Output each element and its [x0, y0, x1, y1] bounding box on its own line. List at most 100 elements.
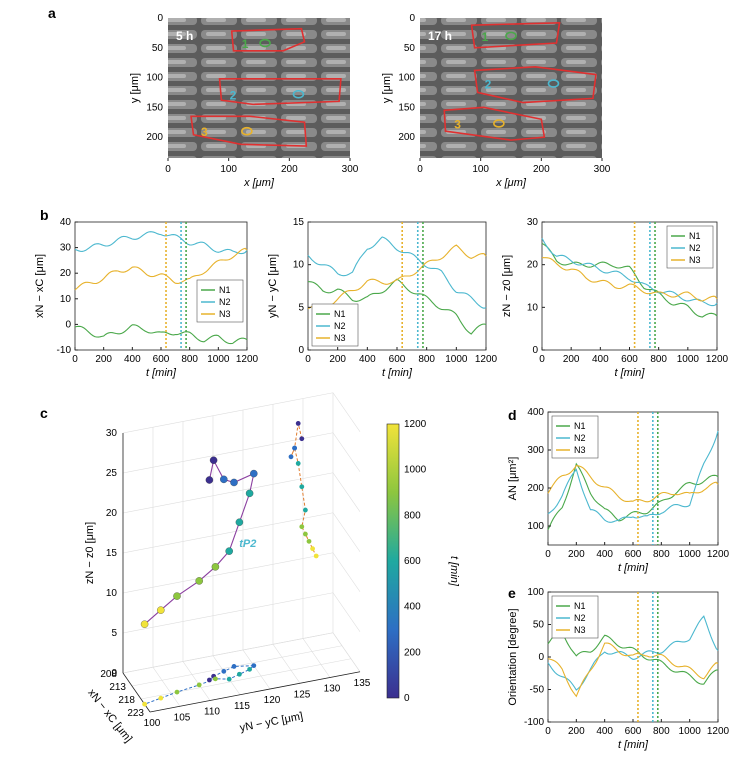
cell-outline [230, 27, 306, 52]
x-tick-label: 800 [653, 549, 670, 560]
x-axis-label: t [min] [382, 367, 413, 379]
x-axis-label: t [min] [618, 739, 649, 751]
colorbar-tick-label: 200 [404, 647, 421, 658]
y-tick-label: 130 [324, 684, 341, 695]
x-tick-label: 1000 [445, 354, 468, 365]
trajectory-point [245, 489, 254, 498]
y-tick-label: 0 [157, 13, 163, 24]
y-axis-label: zN − z0 [μm] [501, 255, 513, 317]
y-tick-label: 115 [234, 701, 250, 712]
floor-point [142, 701, 148, 707]
series-line-n2 [74, 231, 248, 255]
x-tick-label: 0 [165, 164, 171, 175]
x-tick-label: 800 [418, 354, 435, 365]
cell-outline [473, 66, 597, 104]
y-tick-label: -50 [530, 685, 545, 696]
panel-label-b: b [40, 207, 49, 223]
colorbar-tick-label: 0 [404, 693, 410, 704]
y-tick-label: 105 [174, 712, 191, 723]
y-axis-label: AN [μm²] [507, 457, 519, 501]
y-tick-label: 120 [264, 695, 281, 706]
wall-point [295, 461, 301, 466]
wall-gridline [332, 592, 361, 632]
x-tick-label: 600 [153, 354, 170, 365]
x-tick-label: 100 [472, 164, 489, 175]
trajectory-point [235, 518, 244, 527]
x-tick-label: 1200 [707, 549, 730, 560]
chart-area: 0 200 400 600 800 1000 1200 100 200 300 400 t [min]… [507, 407, 730, 574]
x-tick-label: 600 [625, 726, 642, 737]
x-tick-label: 400 [359, 354, 376, 365]
y-tick-label: 40 [60, 217, 72, 228]
x-axis-label: t [min] [618, 562, 649, 574]
wall-gridline [122, 472, 334, 514]
x-axis-label: x [μm] [243, 177, 275, 189]
legend-box [196, 279, 244, 323]
trajectory-point [140, 620, 149, 628]
x-tick-label: 400 [592, 354, 609, 365]
z-tick-label: 0 [111, 668, 117, 679]
y-tick-label: 100 [527, 521, 544, 532]
series-line-n1 [74, 324, 248, 345]
x-tick-label: 223 [127, 708, 144, 719]
wall-gridline [122, 592, 334, 634]
y-axis-label: Orientation [degree] [507, 608, 519, 705]
panel-label-a: a [48, 5, 56, 21]
micrograph-image [168, 18, 350, 158]
floor-point [251, 663, 257, 668]
z-tick-label: 20 [106, 508, 118, 519]
series-line-n2 [307, 236, 487, 309]
y-tick-label: 0 [538, 652, 544, 663]
legend-label: N1 [689, 231, 701, 241]
x-tick-label: 200 [568, 726, 585, 737]
y-tick-label: 135 [354, 678, 371, 689]
x-tick-label: 200 [95, 354, 112, 365]
legend-label: N2 [574, 613, 586, 623]
x-tick-label: 0 [72, 354, 78, 365]
y-tick-label: -100 [524, 717, 544, 728]
y-tick-label: 5 [298, 302, 304, 313]
z-tick-label: 15 [106, 548, 118, 559]
floor-point [247, 666, 253, 672]
series-line-n3 [547, 642, 719, 698]
legend-box [666, 225, 714, 269]
x-tick-label: 1200 [707, 726, 730, 737]
floor-gridline [242, 649, 271, 690]
y-tick-label: 0 [65, 319, 71, 330]
colorbar-tick-label: 400 [404, 602, 421, 613]
y-tick-label: 200 [146, 132, 163, 143]
floor-gridline [272, 644, 301, 684]
legend-label: N2 [689, 243, 701, 253]
floor-point [207, 677, 212, 683]
y-tick-label: 0 [409, 13, 415, 24]
legend-label: N3 [334, 333, 346, 343]
chart-3d-trajectory: 2082132182231001051101151201251301350510… [84, 392, 460, 745]
trajectory-point [220, 475, 228, 484]
legend-box [311, 303, 359, 347]
legend-label: N2 [334, 321, 346, 331]
chart-z-offset: 0 200 400 600 800 1000 1200 0 10 20 30 t [min] zN − … [501, 217, 729, 379]
cell-label: 2 [485, 78, 492, 92]
x-tick-label: 400 [596, 726, 613, 737]
floor-point [237, 671, 242, 677]
floor-point [231, 664, 237, 669]
trajectory-point [225, 547, 233, 555]
nucleus-marker [292, 89, 305, 99]
colorbar-tick-label: 600 [404, 556, 421, 567]
y-tick-label: 30 [60, 243, 72, 254]
x-axis-label: x [μm] [495, 177, 527, 189]
trajectory-point [211, 563, 220, 571]
cell-label: 3 [454, 117, 461, 131]
legend-label: N1 [334, 309, 346, 319]
y-tick-label: -10 [57, 345, 72, 356]
time-label: 17 h [428, 29, 452, 43]
x-tick-label: 1000 [679, 726, 702, 737]
x-tick-label: 600 [625, 549, 642, 560]
cell-outline [218, 77, 342, 106]
wall-gridline [122, 392, 334, 434]
x-tick-label: 0 [305, 354, 311, 365]
series-line-n1 [547, 630, 719, 685]
floor-gridline [182, 661, 211, 701]
wall-point [299, 436, 305, 442]
